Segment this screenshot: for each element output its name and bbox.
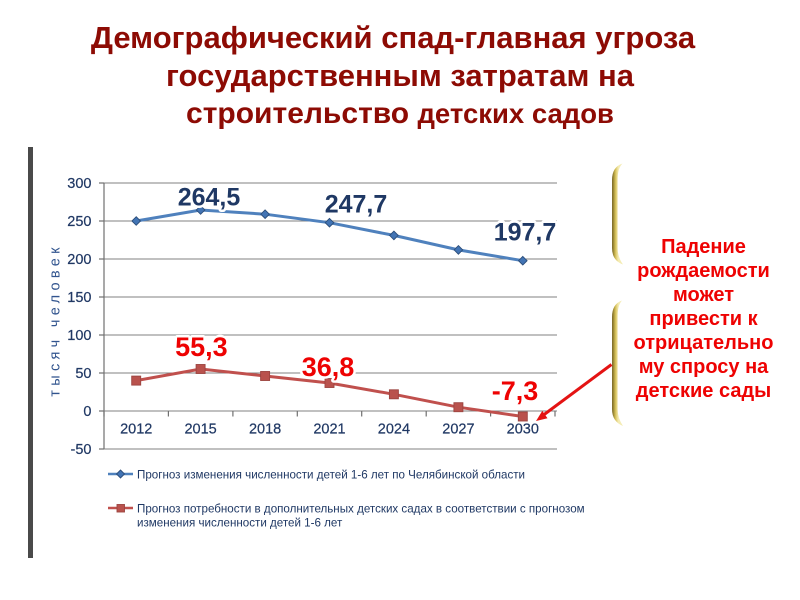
svg-text:изменения численности детей 1-: изменения численности детей 1-6 лет — [137, 517, 343, 530]
svg-text:36,8: 36,8 — [302, 352, 355, 382]
svg-text:2021: 2021 — [313, 422, 345, 438]
svg-text:0: 0 — [83, 404, 91, 420]
svg-text:2012: 2012 — [120, 422, 152, 438]
svg-text:250: 250 — [67, 214, 91, 230]
svg-text:Прогноз потребности в дополнит: Прогноз потребности в дополнительных дет… — [137, 503, 585, 516]
svg-text:2027: 2027 — [442, 422, 474, 438]
svg-text:300: 300 — [67, 176, 91, 192]
svg-text:2030: 2030 — [507, 422, 539, 438]
svg-text:197,7: 197,7 — [494, 219, 557, 247]
svg-text:-50: -50 — [71, 442, 92, 458]
svg-text:2015: 2015 — [184, 422, 216, 438]
svg-text:Прогноз изменения численности: Прогноз изменения численности детей 1-6 … — [137, 469, 525, 482]
svg-text:55,3: 55,3 — [175, 332, 228, 362]
svg-text:100: 100 — [67, 328, 91, 344]
svg-text:150: 150 — [67, 290, 91, 306]
svg-text:247,7: 247,7 — [325, 190, 388, 218]
svg-text:тысяч человек: тысяч человек — [48, 243, 64, 396]
svg-text:200: 200 — [67, 252, 91, 268]
svg-text:2024: 2024 — [378, 422, 410, 438]
svg-text:264,5: 264,5 — [178, 184, 241, 212]
svg-text:2018: 2018 — [249, 422, 281, 438]
svg-text:-7,3: -7,3 — [492, 376, 539, 406]
svg-text:50: 50 — [75, 366, 91, 382]
